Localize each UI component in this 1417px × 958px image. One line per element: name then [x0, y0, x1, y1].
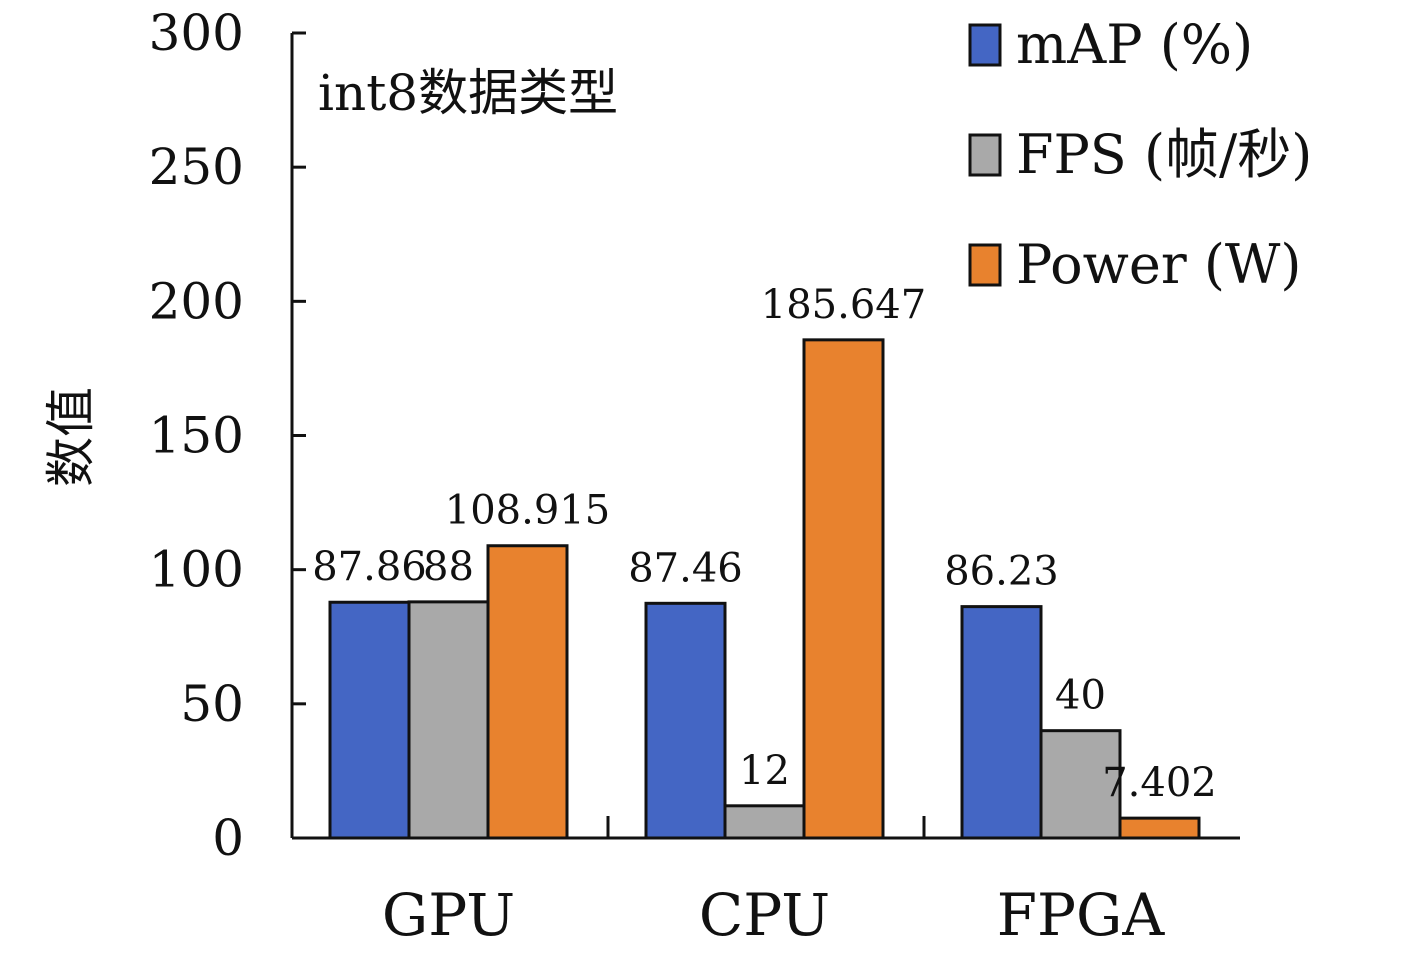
bars-layer [328, 338, 1201, 840]
bar [723, 804, 806, 840]
legend-swatch [968, 243, 1002, 287]
x-tick-label: CPU [699, 881, 830, 949]
ticks-layer: 0 50 100 150 200 250 300 [149, 4, 926, 867]
y-tick-label: 150 [149, 407, 244, 465]
bar [1118, 816, 1201, 840]
data-label: 12 [739, 748, 790, 794]
data-label: 185.647 [761, 282, 926, 328]
y-tick-label: 250 [149, 138, 244, 196]
legend-label: mAP (%) [1016, 13, 1253, 76]
data-label: 7.402 [1102, 760, 1217, 806]
bar [486, 544, 569, 840]
legend-label: FPS (帧/秒) [1016, 123, 1312, 186]
legend-swatch [968, 23, 1002, 67]
data-label: 40 [1055, 673, 1106, 719]
x-tick-label: GPU [382, 881, 515, 949]
data-label: 87.86 [312, 544, 427, 590]
y-tick-label: 300 [149, 4, 244, 62]
y-tick-label: 50 [180, 675, 244, 733]
bar [644, 601, 727, 840]
x-tick-label: FPGA [997, 881, 1166, 949]
legend: mAP (%) FPS (帧/秒) Power (W) [968, 13, 1312, 296]
bar [1039, 729, 1122, 840]
chart-annotation: int8数据类型 [318, 64, 618, 122]
data-label: 86.23 [944, 549, 1059, 595]
legend-label: Power (W) [1016, 233, 1301, 296]
bar [802, 338, 885, 840]
y-axis-label: 数值 [42, 387, 100, 487]
data-label: 88 [423, 544, 474, 590]
y-tick-label: 200 [149, 272, 244, 330]
bar [328, 600, 411, 840]
bar [960, 605, 1043, 840]
data-label: 87.46 [628, 545, 743, 591]
data-label: 108.915 [445, 488, 610, 534]
bar [407, 600, 490, 840]
legend-swatch [968, 133, 1002, 177]
y-tick-label: 0 [212, 809, 244, 867]
y-tick-label: 100 [149, 541, 244, 599]
